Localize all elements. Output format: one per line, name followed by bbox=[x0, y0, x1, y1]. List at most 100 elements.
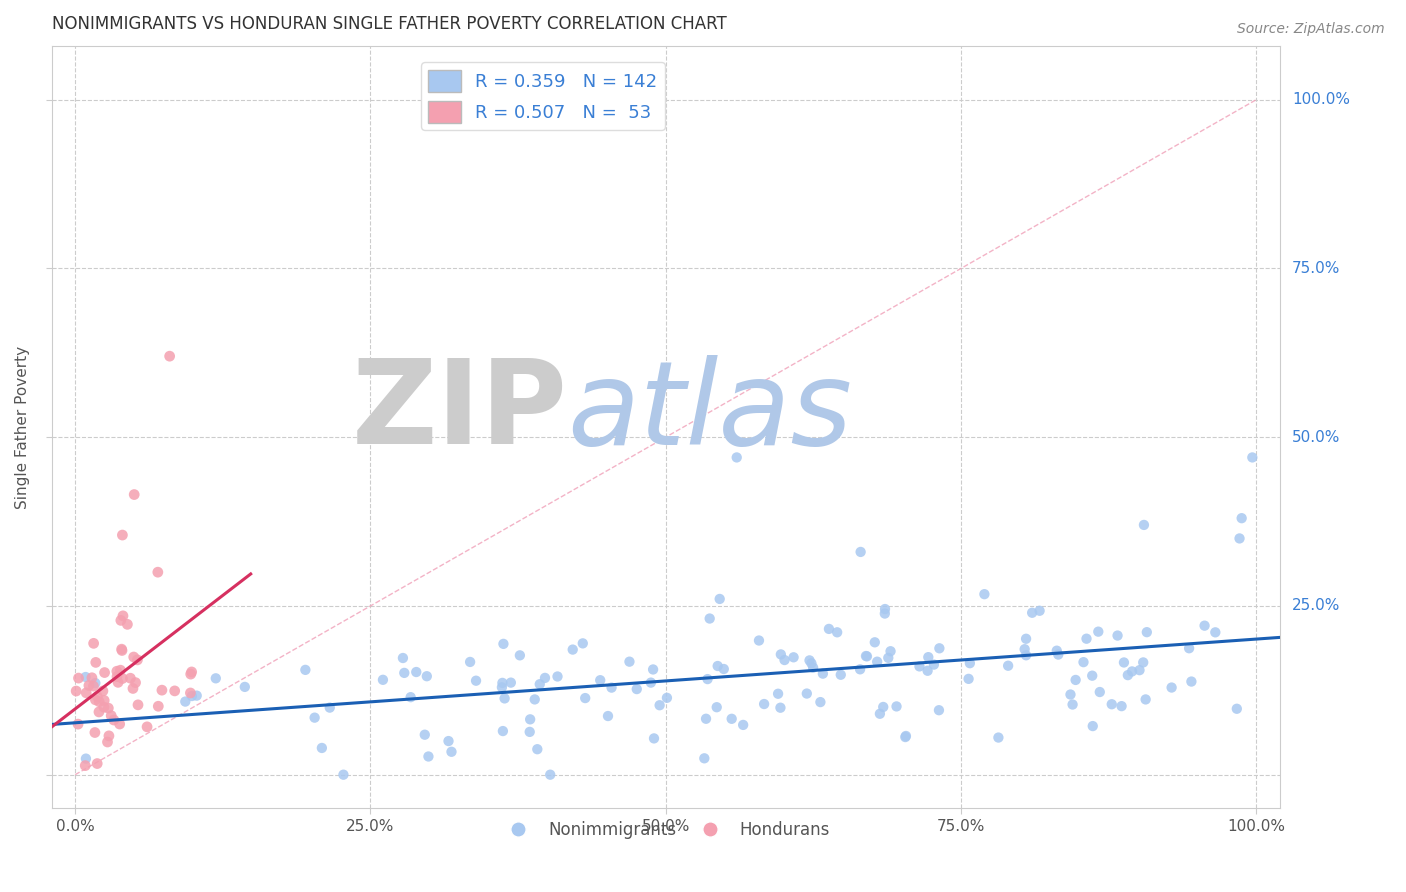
Point bbox=[82, 679, 104, 693]
Point bbox=[399, 690, 422, 705]
Point bbox=[117, 617, 139, 632]
Point bbox=[492, 637, 515, 651]
Point bbox=[1028, 604, 1050, 618]
Point bbox=[392, 651, 415, 665]
Point bbox=[465, 673, 488, 688]
Point bbox=[801, 660, 824, 674]
Point bbox=[174, 695, 197, 709]
Point bbox=[150, 683, 173, 698]
Point bbox=[93, 700, 115, 714]
Point bbox=[492, 724, 515, 739]
Point bbox=[922, 657, 945, 672]
Point bbox=[304, 711, 326, 725]
Point bbox=[773, 653, 796, 667]
Point bbox=[371, 673, 394, 687]
Point bbox=[917, 664, 939, 678]
Point bbox=[856, 649, 879, 664]
Point bbox=[782, 650, 804, 665]
Point bbox=[699, 611, 721, 625]
Point bbox=[529, 677, 551, 691]
Point bbox=[873, 607, 896, 621]
Point bbox=[648, 698, 671, 713]
Point bbox=[769, 700, 792, 714]
Point bbox=[509, 648, 531, 663]
Point bbox=[1121, 665, 1143, 679]
Point bbox=[769, 648, 792, 662]
Point bbox=[332, 767, 354, 781]
Point bbox=[1135, 692, 1157, 706]
Point bbox=[1180, 674, 1202, 689]
Point bbox=[122, 650, 145, 665]
Point bbox=[1021, 606, 1043, 620]
Point bbox=[640, 675, 662, 690]
Point bbox=[124, 675, 146, 690]
Point bbox=[1229, 532, 1251, 546]
Point bbox=[733, 718, 755, 732]
Point bbox=[957, 672, 980, 686]
Point bbox=[405, 665, 427, 679]
Point bbox=[111, 672, 134, 686]
Text: 50.0%: 50.0% bbox=[1292, 430, 1340, 445]
Point bbox=[84, 693, 107, 707]
Text: 100.0%: 100.0% bbox=[1292, 92, 1350, 107]
Point bbox=[1204, 625, 1226, 640]
Point bbox=[526, 742, 548, 756]
Point bbox=[120, 671, 142, 685]
Point bbox=[869, 706, 891, 721]
Point bbox=[928, 703, 950, 717]
Point bbox=[534, 671, 557, 685]
Point bbox=[866, 655, 889, 669]
Point bbox=[75, 670, 97, 684]
Point bbox=[136, 720, 159, 734]
Point bbox=[873, 602, 896, 616]
Point bbox=[959, 656, 981, 670]
Point bbox=[800, 657, 823, 671]
Point bbox=[111, 528, 134, 542]
Point bbox=[561, 642, 583, 657]
Point bbox=[706, 659, 728, 673]
Point bbox=[894, 730, 917, 744]
Point bbox=[894, 729, 917, 743]
Point bbox=[491, 681, 513, 695]
Point bbox=[855, 648, 877, 663]
Point bbox=[311, 741, 333, 756]
Point bbox=[146, 565, 169, 579]
Text: atlas: atlas bbox=[568, 355, 852, 469]
Point bbox=[1226, 702, 1249, 716]
Point bbox=[709, 591, 731, 606]
Point bbox=[748, 633, 770, 648]
Point bbox=[519, 725, 541, 739]
Point bbox=[91, 684, 114, 698]
Point bbox=[879, 644, 901, 658]
Point bbox=[233, 680, 256, 694]
Point bbox=[973, 587, 995, 601]
Text: ZIP: ZIP bbox=[352, 354, 568, 469]
Point bbox=[83, 725, 105, 739]
Point bbox=[440, 745, 463, 759]
Point bbox=[863, 635, 886, 649]
Point bbox=[696, 672, 718, 686]
Point bbox=[643, 663, 665, 677]
Point bbox=[1132, 656, 1154, 670]
Text: Source: ZipAtlas.com: Source: ZipAtlas.com bbox=[1237, 22, 1385, 37]
Point bbox=[643, 731, 665, 746]
Point bbox=[1230, 511, 1253, 525]
Point bbox=[204, 671, 226, 685]
Point bbox=[1160, 681, 1182, 695]
Point bbox=[571, 636, 593, 650]
Point bbox=[1136, 625, 1159, 640]
Point bbox=[766, 687, 789, 701]
Point bbox=[418, 749, 440, 764]
Point bbox=[122, 681, 145, 696]
Point bbox=[619, 655, 641, 669]
Point bbox=[148, 699, 170, 714]
Point bbox=[84, 676, 107, 690]
Point bbox=[1081, 719, 1104, 733]
Point bbox=[127, 653, 149, 667]
Point bbox=[67, 671, 90, 685]
Point bbox=[159, 349, 181, 363]
Point bbox=[1073, 655, 1095, 669]
Point bbox=[294, 663, 316, 677]
Point bbox=[799, 653, 821, 667]
Point bbox=[75, 751, 97, 765]
